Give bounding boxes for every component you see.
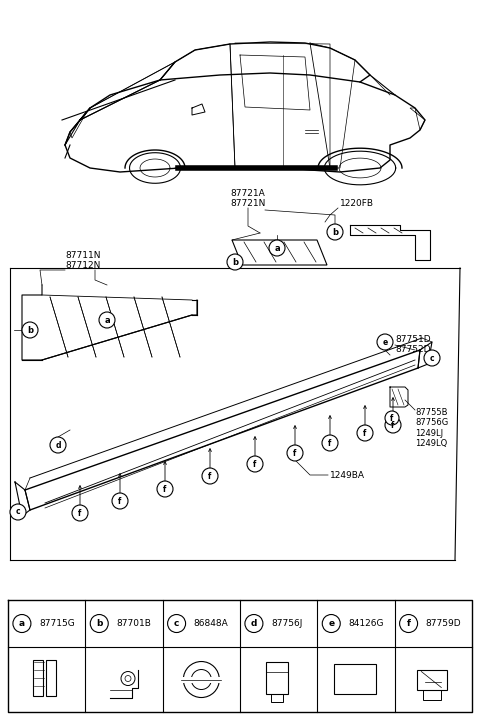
Circle shape (245, 614, 263, 632)
Text: c: c (430, 354, 434, 362)
Text: 87756J: 87756J (271, 619, 302, 628)
Bar (33, 659, 43, 695)
Text: 87711N
87712N: 87711N 87712N (65, 251, 100, 270)
Text: 87701B: 87701B (116, 619, 151, 628)
Text: a: a (19, 619, 25, 628)
Text: b: b (96, 619, 102, 628)
Text: e: e (383, 337, 388, 347)
Circle shape (227, 254, 243, 270)
Text: 84126G: 84126G (348, 619, 384, 628)
Bar (423, 690, 441, 700)
Text: f: f (390, 414, 394, 422)
Text: f: f (363, 428, 367, 437)
Text: a: a (274, 243, 280, 253)
Text: f: f (391, 420, 395, 430)
Circle shape (112, 493, 128, 509)
Text: 86848A: 86848A (193, 619, 228, 628)
Text: f: f (78, 508, 82, 518)
Circle shape (157, 481, 173, 497)
Circle shape (287, 445, 303, 461)
Circle shape (357, 425, 373, 441)
Text: 87721A
87721N: 87721A 87721N (230, 188, 266, 208)
Circle shape (322, 435, 338, 451)
Text: d: d (251, 619, 257, 628)
Text: f: f (118, 496, 122, 505)
Circle shape (202, 468, 218, 484)
Text: c: c (174, 619, 179, 628)
Bar (334, 664, 376, 694)
Text: f: f (328, 438, 332, 448)
Text: b: b (332, 228, 338, 236)
Bar (417, 669, 447, 690)
Text: f: f (208, 472, 212, 480)
Bar (46, 659, 56, 695)
Circle shape (247, 456, 263, 472)
Circle shape (13, 614, 31, 632)
Text: b: b (232, 258, 238, 266)
Circle shape (72, 505, 88, 521)
Text: d: d (55, 440, 61, 450)
Text: f: f (253, 460, 257, 468)
Bar (271, 694, 283, 702)
Text: 87755B
87756G
1249LJ
1249LQ: 87755B 87756G 1249LJ 1249LQ (415, 408, 448, 448)
Circle shape (168, 614, 186, 632)
Text: c: c (16, 508, 20, 516)
Circle shape (269, 240, 285, 256)
Text: e: e (328, 619, 334, 628)
Text: 1249BA: 1249BA (330, 470, 365, 480)
Text: f: f (293, 448, 297, 458)
Circle shape (50, 437, 66, 453)
Text: 87715G: 87715G (39, 619, 75, 628)
Text: 87759D: 87759D (426, 619, 461, 628)
Circle shape (377, 334, 393, 350)
Text: a: a (104, 316, 110, 324)
Text: f: f (163, 485, 167, 493)
Circle shape (385, 417, 401, 433)
Circle shape (399, 614, 418, 632)
Text: b: b (27, 326, 33, 334)
Text: 87751D
87752D: 87751D 87752D (395, 335, 431, 354)
Circle shape (322, 614, 340, 632)
Circle shape (99, 312, 115, 328)
Circle shape (424, 350, 440, 366)
Circle shape (385, 411, 399, 425)
Circle shape (327, 224, 343, 240)
Text: f: f (407, 619, 410, 628)
Bar (265, 662, 288, 694)
Circle shape (22, 322, 38, 338)
Bar (181, 677, 221, 682)
Text: 1220FB: 1220FB (340, 199, 374, 208)
Circle shape (10, 504, 26, 520)
Circle shape (90, 614, 108, 632)
